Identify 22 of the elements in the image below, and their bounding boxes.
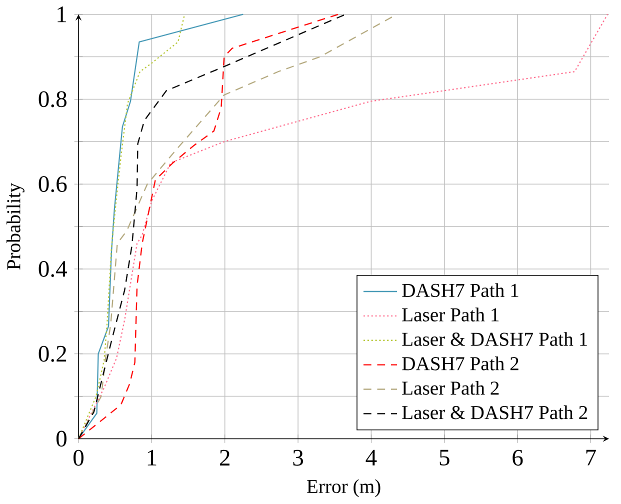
y-tick-label: 0.8	[38, 91, 66, 108]
x-tick-label: 1	[148, 450, 156, 466]
legend-label: DASH7 Path 2	[402, 356, 518, 371]
x-tick-label: 0	[74, 450, 84, 466]
x-axis-title: Error (m)	[306, 479, 380, 498]
y-tick-label: 0.2	[38, 346, 66, 362]
legend-label: Laser & DASH7 Path 1	[402, 332, 587, 346]
x-tick-label: 4	[366, 450, 377, 466]
y-tick-label: 1	[58, 6, 66, 22]
x-tick-label: 2	[220, 450, 230, 466]
x-tick-label: 7	[586, 450, 596, 466]
y-tick-label: 0	[56, 430, 66, 447]
x-tick-label: 6	[512, 450, 523, 466]
x-tick-label: 3	[293, 450, 304, 466]
y-axis-title: Probability	[6, 183, 24, 270]
legend-label: Laser & DASH7 Path 2	[402, 406, 588, 420]
legend-label: Laser Path 1	[402, 308, 499, 322]
legend-label: DASH7 Path 1	[402, 283, 518, 298]
y-tick-label: 0.4	[38, 261, 68, 278]
legend-label: Laser Path 2	[402, 381, 499, 395]
y-tick-label: 0.6	[38, 176, 67, 192]
x-tick-label: 5	[440, 450, 450, 466]
